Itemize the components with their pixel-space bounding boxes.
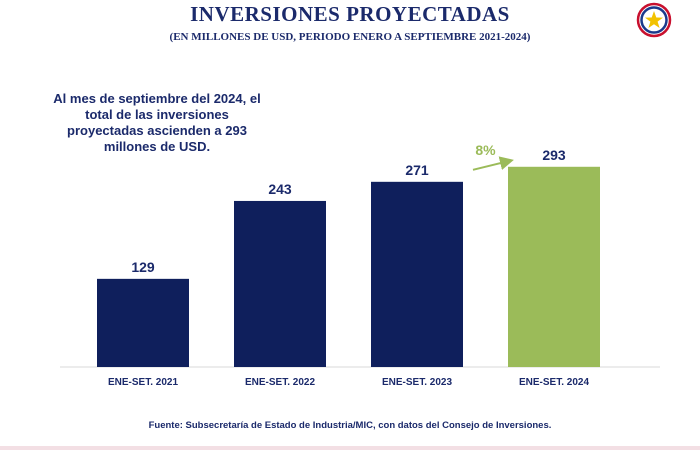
category-label: ENE-SET. 2023 [382,377,452,388]
bar-value-label: 243 [268,181,292,197]
category-label: ENE-SET. 2022 [245,377,315,388]
page-title: INVERSIONES PROYECTADAS [190,2,510,26]
summary-note: Al mes de septiembre del 2024, el total … [53,91,261,154]
growth-arrow [472,156,514,171]
bar-3 [371,181,463,367]
page-subtitle: (EN MILLONES DE USD, PERIODO ENERO A SEP… [169,31,531,43]
category-label: ENE-SET. 2021 [108,377,178,388]
bar-2 [234,200,326,367]
source-note: Fuente: Subsecretaría de Estado de Indus… [148,420,552,431]
bar-1 [97,278,189,367]
bar-4 [508,166,600,367]
growth-percent-label: 8% [475,142,496,158]
bottom-divider [0,446,700,450]
bar-value-label: 293 [542,147,566,163]
category-label: ENE-SET. 2024 [519,377,589,388]
national-emblem-icon [636,2,672,38]
bar-value-label: 129 [131,259,155,275]
bar-value-label: 271 [405,162,429,178]
